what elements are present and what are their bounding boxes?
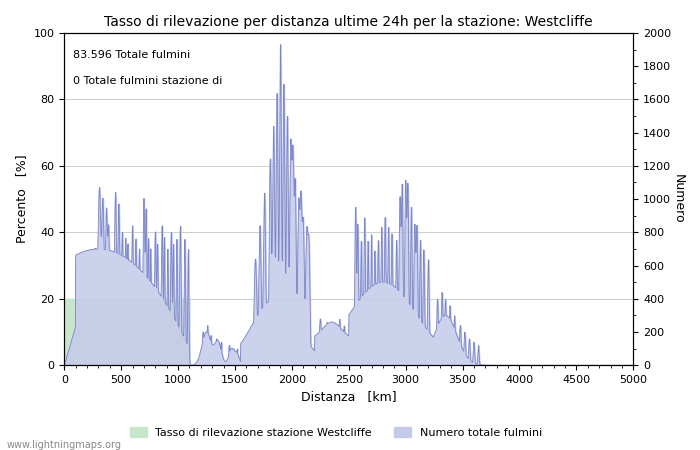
Text: 0 Totale fulmini stazione di: 0 Totale fulmini stazione di	[73, 76, 222, 86]
Y-axis label: Numero: Numero	[672, 174, 685, 224]
Title: Tasso di rilevazione per distanza ultime 24h per la stazione: Westcliffe: Tasso di rilevazione per distanza ultime…	[104, 15, 593, 29]
Text: 83.596 Totale fulmini: 83.596 Totale fulmini	[73, 50, 190, 59]
Y-axis label: Percento   [%]: Percento [%]	[15, 155, 28, 243]
Legend: Tasso di rilevazione stazione Westcliffe, Numero totale fulmini: Tasso di rilevazione stazione Westcliffe…	[125, 423, 547, 442]
X-axis label: Distanza   [km]: Distanza [km]	[301, 391, 397, 404]
Text: www.lightningmaps.org: www.lightningmaps.org	[7, 440, 122, 450]
